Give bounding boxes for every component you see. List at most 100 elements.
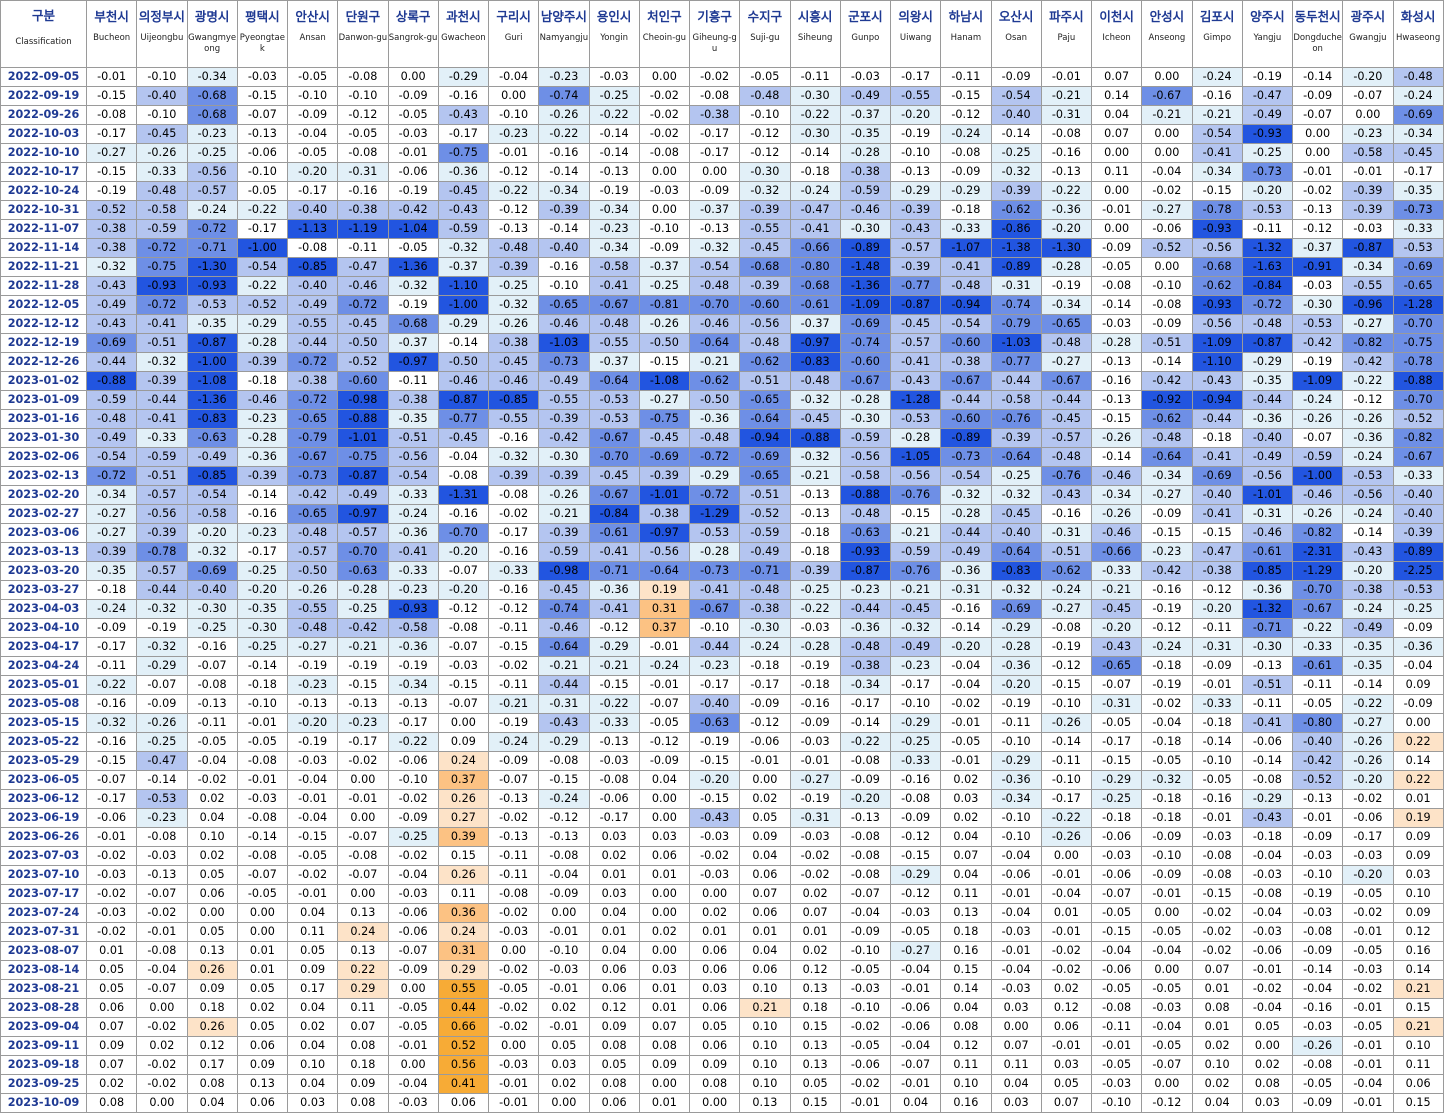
change-value-cell: -0.08 (437, 618, 490, 638)
change-value-cell: -0.29 (136, 656, 188, 676)
change-value-cell: -0.87 (1241, 333, 1294, 353)
change-value-cell: -0.50 (286, 561, 339, 581)
change-value-cell: -0.04 (889, 960, 942, 980)
change-value-cell: -0.46 (538, 314, 590, 334)
change-value-cell: -0.48 (739, 333, 791, 353)
change-value-cell: -0.87 (337, 466, 389, 486)
change-value-cell: -0.39 (236, 466, 289, 486)
change-value-cell: 0.09 (638, 1055, 691, 1075)
region-name-ko: 광명시 (194, 9, 230, 24)
change-value-cell: -0.32 (85, 713, 138, 733)
change-value-cell: -0.48 (688, 276, 741, 296)
change-value-cell: -0.15 (1090, 751, 1143, 771)
change-value-cell: -0.76 (990, 409, 1042, 429)
change-value-cell: -0.19 (1040, 637, 1093, 657)
change-value-cell: -0.53 (186, 295, 238, 315)
change-value-cell: -0.09 (85, 618, 138, 638)
change-value-cell: -0.20 (437, 580, 490, 600)
change-value-cell: -0.07 (437, 561, 490, 581)
change-value-cell: -0.25 (136, 732, 188, 752)
change-value-cell: -0.05 (638, 713, 691, 733)
change-value-cell: -0.23 (688, 656, 741, 676)
change-value-cell: 0.02 (940, 808, 992, 828)
change-value-cell: -0.28 (889, 428, 942, 448)
change-value-cell: -0.24 (487, 732, 540, 752)
change-value-cell: 0.10 (286, 1055, 339, 1075)
change-value-cell: -0.85 (186, 466, 238, 486)
change-value-cell: 0.00 (136, 998, 188, 1018)
change-value-cell: -0.06 (990, 865, 1042, 885)
region-name-ko: 평택시 (245, 9, 280, 24)
week-date-cell: 2023-01-02 (0, 371, 87, 391)
week-date-cell: 2022-10-31 (0, 200, 87, 220)
change-value-cell: -0.38 (839, 162, 892, 182)
change-value-cell: -0.98 (538, 561, 590, 581)
change-value-cell: -0.24 (1040, 580, 1093, 600)
change-value-cell: -0.88 (337, 409, 389, 429)
change-value-cell: -0.52 (1141, 238, 1193, 258)
change-value-cell: -0.49 (839, 86, 892, 106)
change-value-cell: -0.15 (85, 86, 138, 106)
change-value-cell: 0.01 (236, 960, 289, 980)
change-value-cell: -0.25 (889, 732, 942, 752)
change-value-cell: 0.00 (1141, 903, 1193, 923)
change-value-cell: -0.39 (889, 200, 942, 220)
region-name-en: Dongducheon (1293, 33, 1342, 54)
change-value-cell: -0.11 (1291, 675, 1344, 695)
change-value-cell: -1.38 (990, 238, 1042, 258)
change-value-cell: -0.66 (789, 238, 841, 258)
change-value-cell: -0.34 (1392, 124, 1444, 144)
change-value-cell: -0.67 (940, 371, 992, 391)
change-value-cell: -0.76 (889, 561, 942, 581)
change-value-cell: -0.54 (387, 466, 439, 486)
change-value-cell: -0.19 (1141, 599, 1193, 619)
change-value-cell: -0.19 (789, 789, 841, 809)
change-value-cell: -0.88 (85, 371, 138, 391)
table-row: 2023-01-16 -0.48 -0.41 -0.83 -0.23 -0.65 -0.88… (0, 409, 1444, 429)
table-row: 2023-04-03 -0.24 -0.32 -0.30 -0.35 -0.55 -0.25… (0, 599, 1444, 619)
change-value-cell: -0.42 (1141, 371, 1193, 391)
week-date-cell: 2023-03-13 (0, 542, 87, 562)
change-value-cell: -0.26 (286, 580, 339, 600)
change-value-cell: -0.03 (688, 827, 741, 847)
change-value-cell: -0.23 (136, 808, 188, 828)
change-value-cell: -0.01 (990, 884, 1042, 904)
change-value-cell: -0.88 (839, 485, 892, 505)
change-value-cell: -0.01 (337, 789, 389, 809)
change-value-cell: -0.14 (236, 485, 289, 505)
change-value-cell: 0.13 (186, 941, 238, 961)
change-value-cell: 0.07 (990, 1036, 1042, 1056)
change-value-cell: -0.48 (487, 238, 540, 258)
change-value-cell: 0.06 (1392, 1074, 1444, 1094)
header-row: 구분 Classification 부천시 Bucheon 의정부시 Uijeongb… (0, 0, 1444, 68)
change-value-cell: 0.04 (739, 846, 791, 866)
change-value-cell: -0.09 (387, 808, 439, 828)
change-value-cell: -0.15 (889, 504, 942, 524)
change-value-cell: -0.04 (990, 903, 1042, 923)
change-value-cell: 0.21 (1392, 979, 1444, 999)
change-value-cell: -0.09 (1291, 827, 1344, 847)
change-value-cell: -0.09 (739, 694, 791, 714)
change-value-cell: -0.08 (1141, 295, 1193, 315)
change-value-cell: -0.03 (588, 67, 640, 87)
change-value-cell: -0.15 (85, 162, 138, 182)
change-value-cell: -0.28 (839, 143, 892, 163)
change-value-cell: -0.11 (1040, 751, 1093, 771)
change-value-cell: -0.32 (940, 485, 992, 505)
change-value-cell: 0.09 (236, 1055, 289, 1075)
change-value-cell: 0.08 (1191, 998, 1243, 1018)
change-value-cell: -0.42 (1141, 561, 1193, 581)
change-value-cell: 0.15 (437, 846, 490, 866)
change-value-cell: -0.21 (538, 656, 590, 676)
change-value-cell: 0.00 (638, 67, 691, 87)
change-value-cell: -0.65 (1392, 276, 1444, 296)
change-value-cell: -0.47 (136, 751, 188, 771)
change-value-cell: -0.35 (839, 124, 892, 144)
change-value-cell: -0.72 (286, 352, 339, 372)
change-value-cell: -0.07 (1141, 1055, 1193, 1075)
change-value-cell: -0.61 (1291, 656, 1344, 676)
change-value-cell: -0.09 (839, 922, 892, 942)
change-value-cell: -0.64 (688, 333, 741, 353)
change-value-cell: -0.45 (538, 580, 590, 600)
change-value-cell: -0.20 (1090, 618, 1143, 638)
